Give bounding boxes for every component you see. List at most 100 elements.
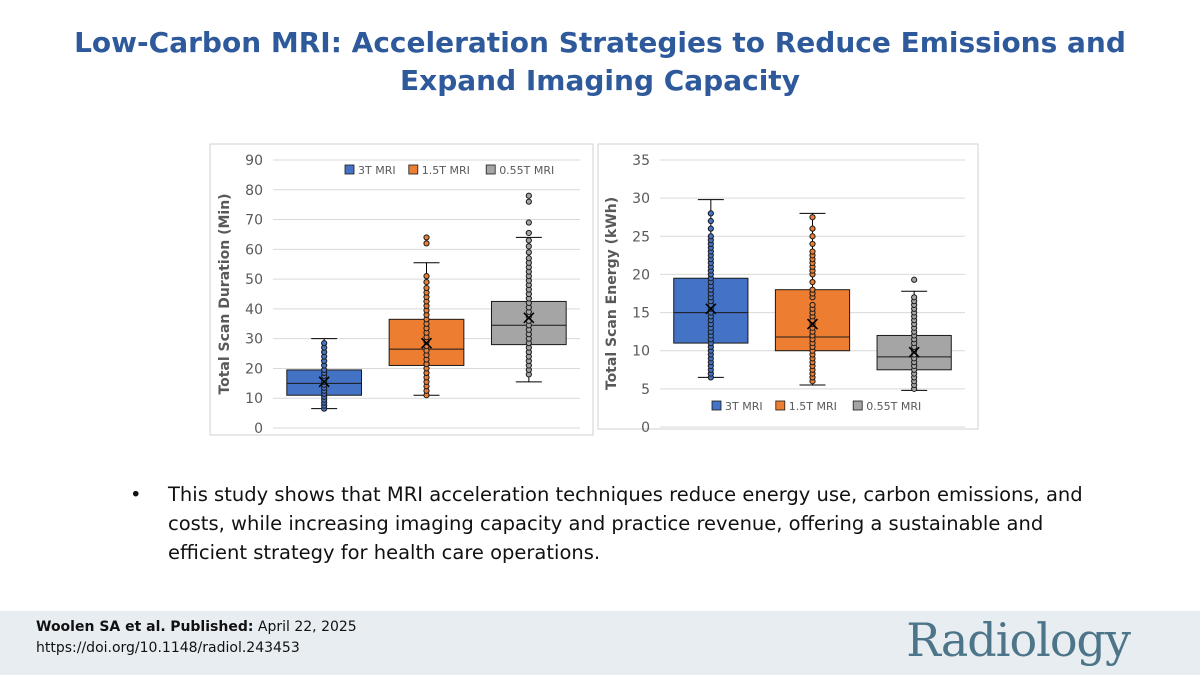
mean-marker xyxy=(806,318,819,330)
data-point xyxy=(809,278,816,286)
mean-x-stroke xyxy=(318,376,330,388)
box-3t-mri xyxy=(673,199,749,381)
data-point xyxy=(423,273,430,280)
data-point xyxy=(423,234,430,241)
y-tick-label: 0 xyxy=(254,421,263,437)
box-0-55t-mri xyxy=(490,192,567,383)
data-point xyxy=(321,340,328,347)
y-tick-label: 20 xyxy=(632,267,650,283)
legend: 3T MRI 1.5T MRI 0.55T MRI xyxy=(711,400,921,413)
data-point xyxy=(525,249,532,256)
y-tick-label: 10 xyxy=(632,344,650,360)
bullet-item: • This study shows that MRI acceleration… xyxy=(130,480,1090,567)
data-point xyxy=(707,225,714,232)
data-point xyxy=(525,229,532,237)
legend-label: 0.55T MRI xyxy=(499,164,554,177)
data-point xyxy=(809,233,816,240)
y-tick-label: 50 xyxy=(245,272,263,288)
page-title: Low-Carbon MRI: Acceleration Strategies … xyxy=(0,24,1200,100)
bullet-marker: • xyxy=(130,483,142,506)
data-point xyxy=(525,243,532,250)
data-point xyxy=(911,276,918,283)
footer-bar: Woolen SA et al. Published: April 22, 20… xyxy=(0,611,1200,675)
scan-energy-svg: 0 5 10 15 20 25 30 35 Total Scan Energy (kWh) 3T … xyxy=(597,143,979,436)
scan-energy-boxplot: 0 5 10 15 20 25 30 35 Total Scan Energy (kWh) 3T … xyxy=(590,140,990,440)
box-1-5t-mri xyxy=(388,234,465,399)
data-point xyxy=(525,255,532,262)
y-tick-label: 10 xyxy=(245,391,263,407)
y-tick-label: 60 xyxy=(245,242,263,258)
scan-duration-boxplot: 0 10 20 30 40 50 60 70 80 90 Total Scan Duration (… xyxy=(200,140,595,440)
legend-swatch xyxy=(344,164,355,175)
title-line-1: Low-Carbon MRI: Acceleration Strategies … xyxy=(74,26,1126,59)
citation-doi: https://doi.org/10.1148/radiol.243453 xyxy=(36,640,300,656)
bullet-text: This study shows that MRI acceleration t… xyxy=(168,483,1083,564)
y-tick-label: 35 xyxy=(632,153,650,169)
legend-swatch xyxy=(408,164,419,175)
data-point xyxy=(525,192,532,199)
y-tick-label: 0 xyxy=(641,420,650,436)
mean-x-stroke xyxy=(705,303,717,315)
key-findings-list: • This study shows that MRI acceleration… xyxy=(130,480,1090,567)
mean-marker xyxy=(420,337,433,349)
data-point xyxy=(707,217,714,225)
legend: 3T MRI 1.5T MRI 0.55T MRI xyxy=(344,164,554,177)
legend-label: 3T MRI xyxy=(358,164,396,177)
data-point xyxy=(423,284,430,292)
data-point xyxy=(809,286,816,293)
data-point xyxy=(809,301,816,309)
data-point xyxy=(911,294,918,301)
chart-frame xyxy=(597,143,979,430)
legend-label: 3T MRI xyxy=(725,400,763,413)
y-tick-label: 30 xyxy=(245,332,263,348)
mean-marker xyxy=(705,303,717,315)
y-tick-label: 90 xyxy=(245,153,263,169)
data-point xyxy=(423,240,430,247)
data-point xyxy=(525,237,532,244)
y-tick-label: 5 xyxy=(641,382,650,398)
mean-x-stroke xyxy=(523,312,535,324)
title-line-2: Expand Imaging Capacity xyxy=(400,64,800,97)
legend-label: 1.5T MRI xyxy=(789,400,837,413)
y-tick-label: 15 xyxy=(632,306,650,322)
y-tick-label: 70 xyxy=(245,213,263,229)
data-point xyxy=(707,210,714,217)
mean-x-stroke xyxy=(806,318,819,330)
y-axis-title: Total Scan Duration (Min) xyxy=(217,193,233,394)
data-point xyxy=(809,214,816,221)
box-1-5t-mri xyxy=(774,212,851,386)
data-point xyxy=(809,248,816,255)
citation-date: April 22, 2025 xyxy=(257,619,357,635)
mean-x-stroke xyxy=(908,346,920,358)
legend-swatch xyxy=(775,400,786,411)
data-point xyxy=(525,219,532,226)
mean-marker xyxy=(318,376,330,388)
box-0-55t-mri xyxy=(876,276,952,392)
data-point xyxy=(423,278,430,286)
scan-duration-svg: 0 10 20 30 40 50 60 70 80 90 Total Scan Duration (… xyxy=(209,143,594,437)
citation-authors: Woolen SA et al. xyxy=(36,619,166,635)
data-point xyxy=(707,233,714,240)
legend-label: 1.5T MRI xyxy=(422,164,470,177)
y-tick-label: 20 xyxy=(245,361,263,377)
citation: Woolen SA et al. Published: April 22, 20… xyxy=(36,617,357,659)
chart-frame xyxy=(209,143,594,436)
legend-swatch xyxy=(711,400,722,411)
mean-x-stroke xyxy=(420,337,433,349)
y-tick-label: 80 xyxy=(245,183,263,199)
y-tick-label: 30 xyxy=(632,191,650,207)
y-tick-label: 25 xyxy=(632,229,650,245)
legend-label: 0.55T MRI xyxy=(866,400,921,413)
citation-published-label: Published: xyxy=(170,619,254,635)
legend-swatch xyxy=(485,164,496,175)
mean-marker xyxy=(523,312,535,324)
y-tick-label: 40 xyxy=(245,302,263,318)
legend-swatch xyxy=(852,400,863,411)
data-point xyxy=(809,225,816,232)
box-3t-mri xyxy=(286,338,363,412)
data-point xyxy=(525,198,532,205)
data-point xyxy=(809,240,816,248)
journal-logo: Radiology xyxy=(906,613,1131,667)
mean-marker xyxy=(908,346,920,358)
y-axis-title: Total Scan Energy (kWh) xyxy=(604,197,620,390)
